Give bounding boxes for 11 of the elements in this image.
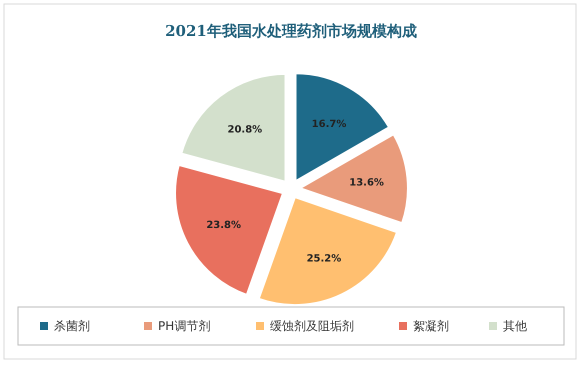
legend-label: PH调节剂 (158, 319, 210, 333)
data-label: 25.2% (306, 253, 342, 264)
legend-label: 絮凝剂 (413, 319, 449, 333)
legend-label: 其他 (503, 319, 527, 333)
data-label: 13.6% (349, 178, 384, 189)
chart-title: 2021年我国水处理药剂市场规模构成 (165, 22, 417, 40)
data-label: 20.8% (228, 124, 262, 136)
data-label: 23.8% (206, 220, 242, 232)
legend-label: 杀菌剂 (54, 319, 90, 333)
data-label: 16.7% (312, 119, 346, 130)
legend-label: 缓蚀剂及阻垢剂 (270, 319, 354, 333)
